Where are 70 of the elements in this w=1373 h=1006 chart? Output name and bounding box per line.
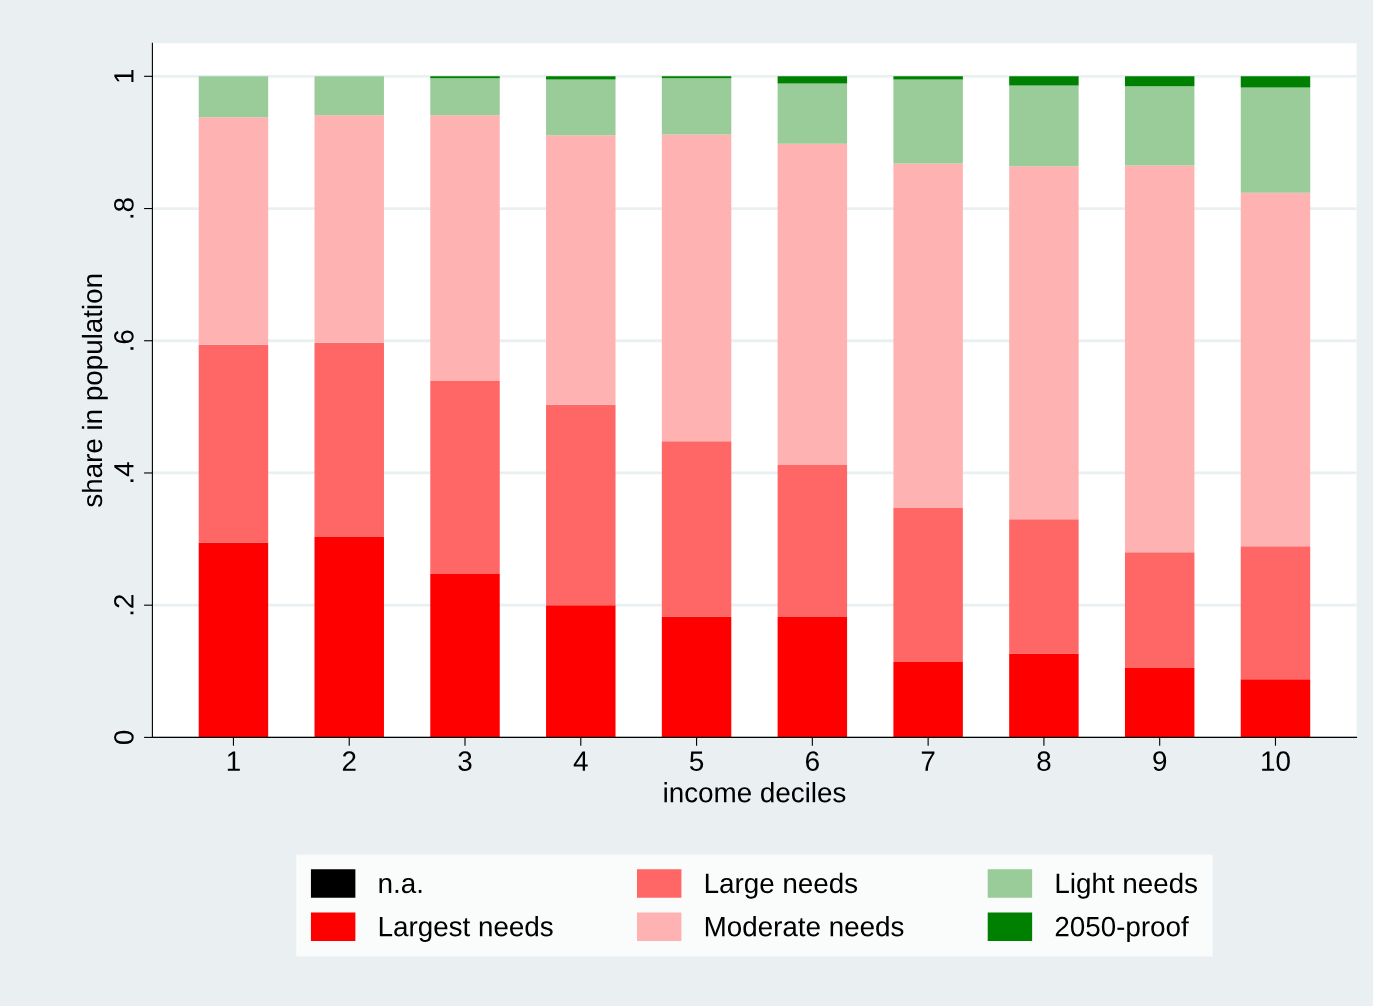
bar (777, 465, 848, 618)
bar (777, 76, 848, 84)
legend-label: n.a. (379, 877, 422, 894)
bar (1124, 86, 1195, 166)
bar (1240, 87, 1311, 193)
x-tick-label: 9 (1153, 751, 1167, 771)
bar (546, 404, 616, 606)
bar (1009, 85, 1079, 167)
bar (430, 115, 500, 382)
bar (198, 344, 269, 543)
bar (546, 605, 616, 738)
bar (893, 79, 963, 164)
legend-label: 2050-proof (1055, 916, 1189, 942)
bar (1009, 653, 1079, 738)
bar (1124, 552, 1195, 668)
x-tick-label: 1 (227, 751, 240, 771)
bar (1009, 166, 1079, 520)
bar (777, 617, 848, 738)
x-axis-title: income deciles (664, 782, 846, 803)
x-tick-label: 4 (573, 751, 588, 771)
bar (1240, 192, 1311, 547)
bar (430, 381, 500, 575)
legend-label: Light needs (1056, 872, 1197, 899)
bar (661, 78, 732, 135)
x-tick-label: 5 (689, 751, 704, 771)
bar (777, 143, 848, 466)
bar (198, 542, 269, 738)
y-axis-title: share in population (81, 274, 108, 507)
bar (1009, 76, 1079, 86)
y-tick-label: .2 (114, 594, 134, 615)
y-tick-label: 0 (114, 730, 134, 745)
bar (777, 83, 848, 144)
bar (1124, 76, 1195, 87)
bar (1124, 667, 1195, 738)
x-tick-label: 3 (458, 751, 472, 771)
bar (893, 508, 963, 663)
y-tick-label: 1 (114, 69, 134, 82)
bar (198, 76, 269, 118)
x-tick-label: 2 (342, 751, 356, 771)
bar (893, 662, 963, 738)
bar (546, 76, 616, 80)
bar (546, 135, 616, 405)
y-tick-label: .8 (114, 198, 134, 218)
bar (661, 441, 732, 617)
bar (1009, 519, 1079, 654)
bar (314, 76, 384, 116)
legend-label: Large needs (705, 872, 858, 899)
bar (198, 117, 269, 345)
bar (1240, 76, 1311, 88)
bar (1240, 546, 1311, 680)
bar (661, 616, 732, 738)
legend-label: Moderate needs (705, 916, 904, 937)
x-tick-label: 7 (921, 751, 935, 771)
y-tick-label: .4 (114, 462, 134, 483)
bar (893, 76, 963, 80)
bar (314, 342, 384, 538)
bar (661, 134, 732, 442)
bar (1240, 679, 1311, 738)
bar (546, 79, 616, 136)
y-tick-label: .6 (114, 330, 134, 350)
legend-label: Largest needs (379, 916, 553, 942)
bar (893, 163, 963, 508)
x-tick-label: 6 (806, 751, 819, 771)
bar (314, 537, 384, 738)
bar (314, 115, 384, 343)
x-tick-label: 10 (1262, 751, 1290, 771)
bar (1124, 165, 1195, 553)
x-tick-label: 8 (1037, 751, 1051, 771)
bar (430, 574, 500, 738)
bar (430, 78, 500, 116)
